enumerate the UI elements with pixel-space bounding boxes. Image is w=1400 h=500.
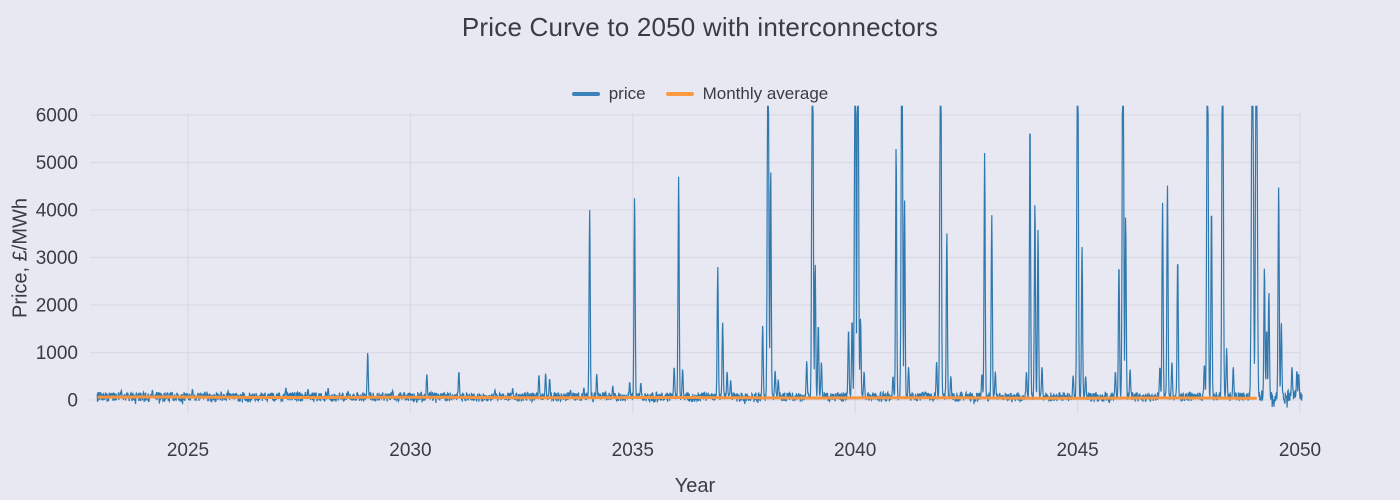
legend-item-monthly-average: Monthly average xyxy=(665,84,829,104)
y-tick-label: 0 xyxy=(67,391,78,412)
price-line-swatch xyxy=(571,92,600,96)
legend: price Monthly average xyxy=(0,84,1400,104)
x-tick-label: 2045 xyxy=(1056,440,1098,461)
x-tick-label: 2035 xyxy=(612,440,654,461)
y-tick-label: 5000 xyxy=(36,153,78,174)
x-tick-label: 2030 xyxy=(389,440,431,461)
legend-item-price: price xyxy=(571,84,646,104)
monthly-average-path xyxy=(97,395,1257,400)
legend-label-monthly-average: Monthly average xyxy=(702,84,829,103)
y-tick-label: 3000 xyxy=(36,248,78,269)
x-tick-label: 2040 xyxy=(834,440,876,461)
legend-label-price: price xyxy=(608,84,646,103)
x-axis-label: Year xyxy=(674,475,716,497)
y-tick-label: 1000 xyxy=(36,343,78,364)
chart-title: Price Curve to 2050 with interconnectors xyxy=(461,12,939,42)
y-tick-label: 2000 xyxy=(36,296,78,317)
y-tick-label: 4000 xyxy=(36,201,78,222)
monthly-average-line-swatch xyxy=(665,92,694,96)
y-tick-label: 6000 xyxy=(36,106,78,127)
x-tick-label: 2050 xyxy=(1279,440,1321,461)
x-tick-label: 2025 xyxy=(167,440,209,461)
